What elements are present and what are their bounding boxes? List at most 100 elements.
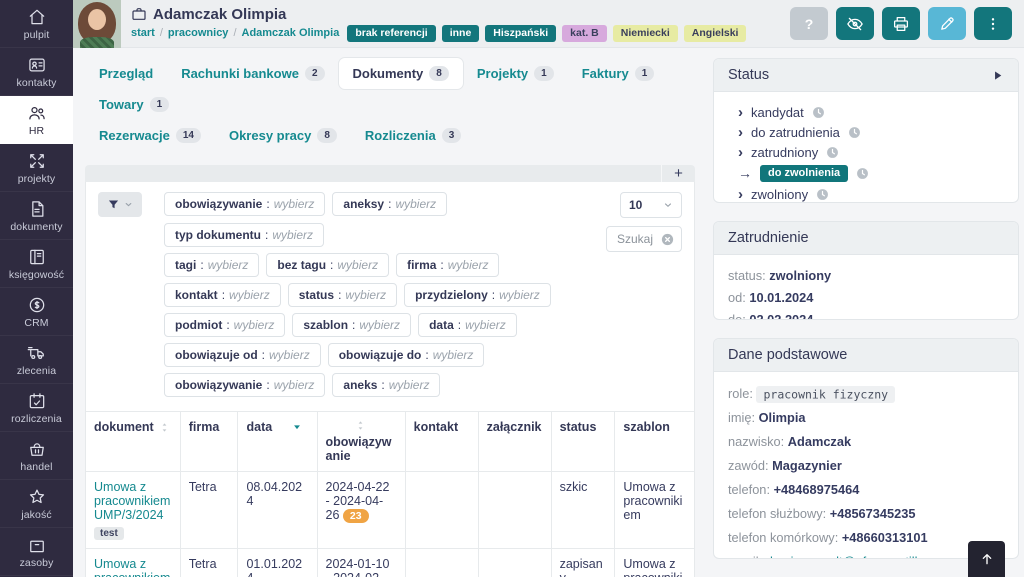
col-firma[interactable]: firma bbox=[179, 411, 238, 472]
tab[interactable]: Rozliczenia 3 bbox=[351, 120, 475, 151]
breadcrumb: start / pracownicy / Adamczak Olimpia bbox=[131, 27, 340, 39]
col-data[interactable]: data bbox=[237, 411, 318, 472]
attribute-badge: Angielski bbox=[683, 24, 747, 42]
sidebar-item-label: kontakty bbox=[16, 76, 57, 89]
sidebar-item-handel[interactable]: handel bbox=[0, 432, 73, 480]
document-link[interactable]: Umowa z pracownikiem UMP/1/2024 bbox=[94, 557, 170, 577]
breadcrumb-pracownicy[interactable]: pracownicy bbox=[167, 27, 229, 39]
filter-chip[interactable]: typ dokumentu: wybierz bbox=[164, 223, 325, 247]
tab[interactable]: Towary 1 bbox=[85, 89, 183, 120]
field-row: imię: Olimpia bbox=[728, 410, 806, 426]
breadcrumb-start[interactable]: start bbox=[131, 27, 155, 39]
clock-icon bbox=[826, 146, 839, 159]
sidebar-item-pulpit[interactable]: pulpit bbox=[0, 0, 73, 48]
field-row: email: damien.yundt@pfannerstill.com bbox=[728, 550, 1004, 558]
filter-chip[interactable]: podmiot: wybierz bbox=[164, 313, 286, 337]
sidebar-item-kontakty[interactable]: kontakty bbox=[0, 48, 73, 96]
sidebar-item-zasoby[interactable]: zasoby bbox=[0, 528, 73, 576]
status-step[interactable]: zatrudniony bbox=[738, 142, 1004, 162]
tab[interactable]: Okresy pracy 8 bbox=[215, 120, 351, 151]
sidebar-item-jakosc[interactable]: jakość bbox=[0, 480, 73, 528]
tab[interactable]: Rezerwacje 14 bbox=[85, 120, 215, 151]
tab[interactable]: Dokumenty 8 bbox=[338, 58, 463, 89]
filter-row: obowiązuje od: wybierz obowiązuje do: wybie… bbox=[164, 343, 582, 367]
filter-chip[interactable]: obowiązywanie: wybierz bbox=[164, 373, 326, 397]
sidebar-item-zlecenia[interactable]: zlecenia bbox=[0, 336, 73, 384]
tab-count: 8 bbox=[429, 66, 449, 81]
status-step[interactable]: zwolniony bbox=[738, 184, 1004, 202]
filter-chip[interactable]: status: wybierz bbox=[287, 283, 398, 307]
tab-count: 3 bbox=[441, 128, 462, 143]
avatar[interactable] bbox=[73, 0, 121, 48]
filter-chip[interactable]: firma: wybierz bbox=[396, 253, 500, 277]
page-title: Adamczak Olimpia bbox=[153, 5, 287, 23]
table-header-row: dokument firma data obowiązywanie kontak… bbox=[86, 411, 694, 472]
people-icon bbox=[27, 103, 47, 123]
home-icon bbox=[27, 7, 47, 27]
filter-chip[interactable]: obowiązuje od: wybierz bbox=[164, 343, 321, 367]
hide-button[interactable] bbox=[836, 7, 874, 40]
col-status[interactable]: status bbox=[550, 411, 615, 472]
tab[interactable]: Przegląd bbox=[85, 58, 167, 89]
filter-chip[interactable]: data: wybierz bbox=[418, 313, 517, 337]
tab-count: 8 bbox=[317, 128, 337, 143]
filter-menu-button[interactable] bbox=[98, 192, 142, 217]
help-button[interactable]: ? bbox=[790, 7, 828, 40]
status-step[interactable]: do zwolnienia bbox=[738, 162, 1004, 184]
filter-chip[interactable]: obowiązywanie: wybierz bbox=[164, 192, 326, 216]
page-size-select[interactable]: 10 bbox=[620, 192, 682, 218]
tab-count: 14 bbox=[175, 128, 201, 143]
sidebar-item-label: projekty bbox=[17, 172, 56, 185]
filter-chip[interactable]: obowiązuje do: wybierz bbox=[327, 343, 485, 367]
document-link[interactable]: Umowa z pracownikiem UMP/3/2024 bbox=[94, 480, 171, 522]
more-button[interactable] bbox=[974, 7, 1012, 40]
page-header: Adamczak Olimpia start / pracownicy / Adam… bbox=[73, 0, 1024, 48]
col-dokument[interactable]: dokument bbox=[86, 411, 181, 472]
attribute-badge: kat. B bbox=[562, 24, 607, 42]
sidebar-item-ksiegowosc[interactable]: księgowość bbox=[0, 240, 73, 288]
star-icon bbox=[27, 487, 47, 507]
status-step[interactable]: do zatrudnienia bbox=[738, 122, 1004, 142]
filter-chip[interactable]: aneks: wybierz bbox=[332, 373, 441, 397]
chevron-right-icon bbox=[738, 105, 743, 120]
filter-chip[interactable]: szablon: wybierz bbox=[292, 313, 412, 337]
tab[interactable]: Rachunki bankowe 2 bbox=[167, 58, 338, 89]
play-icon[interactable] bbox=[991, 69, 1004, 82]
tab-label: Rezerwacje bbox=[99, 128, 170, 143]
close-circle-icon[interactable] bbox=[660, 232, 675, 247]
col-szablon[interactable]: szablon bbox=[614, 411, 694, 472]
tab[interactable]: Faktury 1 bbox=[568, 58, 669, 89]
filter-chip[interactable]: tagi: wybierz bbox=[164, 253, 260, 277]
sidebar-item-dokumenty[interactable]: dokumenty bbox=[0, 192, 73, 240]
sidebar-item-rozliczenia[interactable]: rozliczenia bbox=[0, 384, 73, 432]
filter-chip[interactable]: kontakt: wybierz bbox=[164, 283, 281, 307]
col-obowiazywanie[interactable]: obowiązywanie bbox=[316, 411, 406, 472]
tab-label: Przegląd bbox=[99, 66, 154, 81]
sidebar-item-hr[interactable]: HR bbox=[0, 96, 73, 144]
clock-icon bbox=[856, 167, 869, 180]
filter-chip[interactable]: przydzielony: wybierz bbox=[404, 283, 551, 307]
eye-off-icon bbox=[846, 15, 864, 33]
search-button[interactable]: Szukaj bbox=[606, 226, 682, 252]
chevron-down-icon bbox=[124, 200, 133, 209]
scroll-to-top-button[interactable] bbox=[968, 541, 1005, 577]
filter-chip[interactable]: bez tagu: wybierz bbox=[266, 253, 390, 277]
col-kontakt[interactable]: kontakt bbox=[404, 411, 479, 472]
sidebar-item-label: dokumenty bbox=[10, 220, 63, 233]
add-document-button[interactable]: + bbox=[661, 165, 695, 182]
cell-status: szkic bbox=[550, 471, 615, 549]
sidebar-item-projekty[interactable]: projekty bbox=[0, 144, 73, 192]
breadcrumb-current[interactable]: Adamczak Olimpia bbox=[241, 27, 340, 39]
edit-button[interactable] bbox=[928, 7, 966, 40]
sidebar-item-crm[interactable]: CRM bbox=[0, 288, 73, 336]
status-step[interactable]: kandydat bbox=[738, 102, 1004, 122]
attribute-badge: Niemiecki bbox=[612, 24, 678, 42]
col-zalacznik[interactable]: załącznik bbox=[477, 411, 552, 472]
tab[interactable]: Projekty 1 bbox=[463, 58, 568, 89]
filter-row: kontakt: wybierz status: wybierz przydzielon… bbox=[164, 283, 582, 307]
field-row: role: pracownik fizyczny bbox=[728, 382, 1004, 406]
document-icon bbox=[27, 199, 47, 219]
sidebar-item-label: HR bbox=[28, 124, 45, 137]
filter-chip[interactable]: aneksy: wybierz bbox=[332, 192, 448, 216]
print-button[interactable] bbox=[882, 7, 920, 40]
